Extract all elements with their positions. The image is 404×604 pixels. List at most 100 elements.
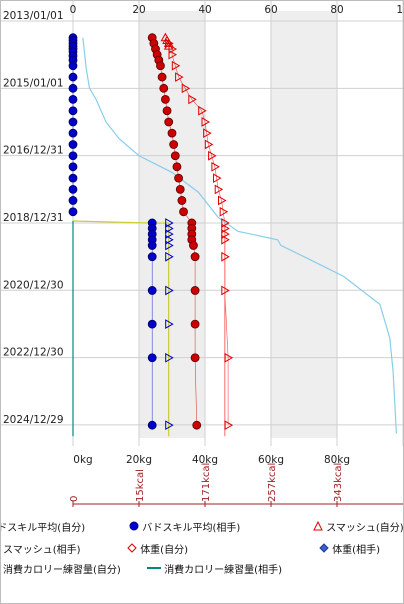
series-1-point-17 (68, 151, 78, 161)
series-2-point-24 (189, 241, 198, 250)
legend-item-3: スマッシュ(自分) (313, 519, 404, 534)
y-tick-label-5: 2020/12/30 (3, 279, 64, 291)
series-6-point-3 (165, 229, 174, 239)
series-6-point-9 (165, 352, 174, 363)
series-1-point-14 (68, 117, 78, 127)
series-6-point-6 (165, 251, 174, 262)
series-1-point-12 (68, 94, 78, 104)
series-4-point-25 (224, 420, 234, 431)
series-4-point-24 (224, 352, 234, 363)
legend-label-2: バドスキル平均(相手) (142, 523, 241, 534)
series-6-point-1 (165, 218, 174, 228)
series-1-point-13 (68, 106, 78, 116)
series-4-point-14 (213, 173, 222, 183)
series-6-point-10 (165, 420, 174, 431)
series-5-point-10 (147, 420, 157, 430)
series-4-point-13 (211, 161, 220, 172)
shaded-band-2 (271, 11, 337, 438)
series-2-point-13 (169, 140, 179, 149)
series-1-point-18 (68, 162, 78, 172)
series-6-point-5 (165, 240, 174, 251)
x-top-tick-label-1: 0 (70, 4, 77, 16)
series-2-point-18 (177, 196, 187, 205)
legend-item-5: 体重(自分) (127, 541, 188, 556)
series-1-point-19 (68, 173, 78, 183)
series-5-point-8 (147, 319, 157, 329)
series-4-point-19 (221, 223, 230, 234)
kcal-tick-label-1: 0 (69, 496, 80, 502)
series-4-point-18 (221, 218, 230, 228)
legend-item-8: 消費カロリー練習量(相手) (147, 561, 282, 576)
series-5-point-7 (147, 286, 157, 295)
x-top-tick-label-5: 80 (330, 4, 343, 16)
x-top-tick-label-3: 40 (198, 4, 211, 16)
series-2-point-17 (175, 184, 185, 194)
y-tick-label-1: 2013/01/01 (3, 10, 64, 22)
series-2-point-15 (172, 162, 182, 172)
x-kg-tick-label-4: 60kg (258, 454, 284, 466)
series-4-point-20 (221, 229, 230, 239)
series-1-point-11 (68, 83, 78, 93)
legend-item-4: スマッシュ(相手) (3, 541, 81, 556)
series-1-point-22 (68, 207, 78, 217)
series-2-point-14 (170, 151, 180, 161)
y-tick-label-2: 2015/01/01 (3, 77, 64, 89)
legend-item-7: 消費カロリー練習量(自分) (3, 561, 121, 576)
x-kg-tick-label-3: 40kg (192, 454, 218, 466)
series-4-point-23 (221, 285, 230, 296)
series-2-point-8 (159, 83, 169, 93)
series-2-point-11 (164, 117, 174, 127)
legend-marker-line (147, 567, 161, 569)
legend-label-1: バドスキル平均(自分) (1, 523, 86, 534)
series-6-point-2 (165, 223, 174, 234)
x-kg-tick-label-5: 80kg (324, 454, 350, 466)
series-5-point-6 (147, 252, 157, 262)
series-2-point-19 (179, 207, 188, 217)
series-1-point-10 (68, 72, 78, 82)
series-4-point-21 (221, 234, 230, 245)
series-7-line (72, 220, 170, 437)
series-9-line (82, 37, 397, 434)
legend-label-8: 消費カロリー練習量(相手) (164, 565, 282, 576)
series-4-point-3 (168, 49, 178, 60)
series-2-point-16 (174, 173, 184, 183)
x-top-tick-label-2: 20 (132, 4, 145, 16)
legend-label-5: 体重(自分) (140, 545, 188, 556)
series-1-point-15 (68, 128, 78, 138)
legend-label-4: スマッシュ(相手) (3, 545, 81, 556)
kcal-tick-label-4: 257kcal (267, 463, 278, 502)
kcal-tick-label-5: 343kcal (333, 463, 344, 502)
series-4-point-7 (188, 94, 197, 105)
series-6-point-7 (165, 285, 174, 296)
y-tick-label-3: 2016/12/31 (3, 145, 64, 157)
series-2-point-10 (162, 106, 172, 116)
series-4-point-17 (219, 206, 229, 217)
series-2-point-25 (190, 252, 200, 262)
series-4-point-10 (203, 128, 212, 138)
series-4-point-4 (171, 60, 181, 71)
y-tick-label-4: 2018/12/31 (3, 212, 64, 224)
legend-item-6: 体重(相手) (319, 541, 380, 556)
series-4-point-16 (218, 195, 227, 206)
series-2-point-12 (167, 128, 177, 138)
kcal-tick-label-2: 15kcal (135, 469, 146, 502)
series-6-point-8 (165, 319, 174, 329)
legend-label-7: 消費カロリー練習量(自分) (3, 565, 121, 576)
x-top-tick-label-6: 10 (396, 4, 403, 16)
series-5-point-9 (147, 353, 157, 363)
series-4-point-12 (208, 150, 217, 161)
series-6-point-4 (165, 234, 174, 245)
series-2-point-6 (156, 61, 165, 71)
legend-label-3: スマッシュ(自分) (326, 523, 404, 534)
series-4-point-6 (181, 83, 191, 94)
series-4-point-2 (168, 44, 178, 54)
series-4-point-5 (175, 72, 184, 82)
legend-item-2: バドスキル平均(相手) (129, 519, 240, 534)
series-2-point-28 (190, 353, 200, 363)
x-kg-tick-label-2: 20kg (126, 454, 152, 466)
legend-marker-circle-red (129, 521, 139, 531)
legend-marker-triangle (313, 520, 323, 531)
kcal-tick-label-3: 171kcal (201, 463, 212, 502)
